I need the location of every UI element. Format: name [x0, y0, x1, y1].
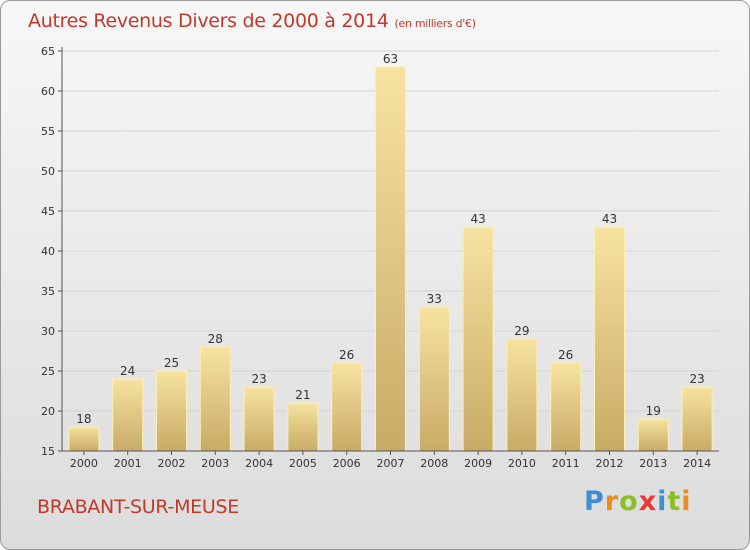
bar-2008 — [418, 306, 450, 452]
bar-value-label: 28 — [208, 332, 223, 346]
bar-value-label: 25 — [164, 356, 179, 370]
y-tick-label: 25 — [41, 365, 55, 378]
logo-letter: o — [619, 486, 639, 517]
y-tick-label: 65 — [41, 45, 55, 58]
bar-value-label: 19 — [646, 404, 661, 418]
bar-value-label: 24 — [120, 364, 135, 378]
x-tick-label: 2006 — [333, 457, 361, 470]
x-tick-label: 2001 — [114, 457, 142, 470]
bar-2010 — [506, 338, 538, 452]
bar-value-label: 23 — [251, 372, 266, 386]
bar-2006 — [331, 362, 363, 452]
logo-letter: i — [657, 486, 668, 517]
bar-2003 — [199, 346, 231, 452]
bar-2002 — [156, 370, 187, 452]
x-tick-label: 2004 — [245, 457, 273, 470]
logo-letter: i — [681, 486, 692, 517]
labels: 15 20 25 30 35 40 45 50 55 60 65 18 2000 24 2001 25 2002… — [41, 45, 711, 470]
x-tick-label: 2003 — [201, 457, 229, 470]
logo-letter: r — [604, 486, 620, 517]
x-tick-label: 2000 — [70, 457, 98, 470]
y-tick-label: 35 — [41, 285, 55, 298]
bars — [68, 66, 713, 452]
chart-title-text: Autres Revenus Divers de 2000 à 2014 — [28, 10, 389, 32]
x-tick-label: 2013 — [639, 457, 667, 470]
bar-2004 — [243, 386, 275, 452]
bar-2013 — [637, 418, 669, 452]
chart-unit: (en milliers d'€) — [394, 17, 476, 30]
bar-2000 — [68, 426, 100, 452]
bar-2011 — [550, 362, 582, 452]
y-tick-label: 60 — [41, 85, 55, 98]
bar-value-label: 29 — [514, 324, 529, 338]
commune-name: BRABANT-SUR-MEUSE — [37, 496, 239, 518]
bar-2012 — [594, 226, 625, 452]
logo-letter: t — [667, 486, 682, 517]
x-tick-label: 2014 — [683, 457, 711, 470]
bar-2001 — [112, 378, 144, 452]
x-tick-label: 2009 — [464, 457, 492, 470]
bar-2007 — [375, 66, 406, 452]
x-tick-label: 2005 — [289, 457, 317, 470]
bar-value-label: 26 — [339, 348, 354, 362]
y-tick-label: 50 — [41, 165, 55, 178]
bar-2005 — [287, 402, 319, 452]
y-tick-label: 55 — [41, 125, 55, 138]
bar-value-label: 33 — [427, 292, 442, 306]
axes — [58, 47, 719, 455]
bar-value-label: 18 — [76, 412, 91, 426]
bar-2014 — [681, 386, 713, 452]
bar-value-label: 26 — [558, 348, 573, 362]
bar-value-label: 23 — [689, 372, 704, 386]
x-tick-label: 2002 — [158, 457, 186, 470]
logo-letter: x — [638, 486, 658, 517]
bar-2009 — [462, 226, 494, 452]
y-tick-label: 30 — [41, 325, 55, 338]
x-tick-label: 2007 — [377, 457, 405, 470]
logo-letter: P — [584, 486, 605, 517]
proxiti-logo[interactable]: Proxiti — [584, 486, 692, 517]
bar-value-label: 63 — [383, 52, 398, 66]
chart-title: Autres Revenus Divers de 2000 à 2014 (en … — [28, 10, 476, 32]
y-tick-label: 40 — [41, 245, 55, 258]
x-tick-label: 2011 — [552, 457, 580, 470]
y-tick-label: 15 — [41, 445, 55, 458]
x-tick-label: 2008 — [420, 457, 448, 470]
bar-value-label: 43 — [602, 212, 617, 226]
y-tick-label: 45 — [41, 205, 55, 218]
x-tick-label: 2010 — [508, 457, 536, 470]
bar-value-label: 43 — [470, 212, 485, 226]
x-tick-label: 2012 — [596, 457, 624, 470]
bar-value-label: 21 — [295, 388, 310, 402]
y-tick-label: 20 — [41, 405, 55, 418]
